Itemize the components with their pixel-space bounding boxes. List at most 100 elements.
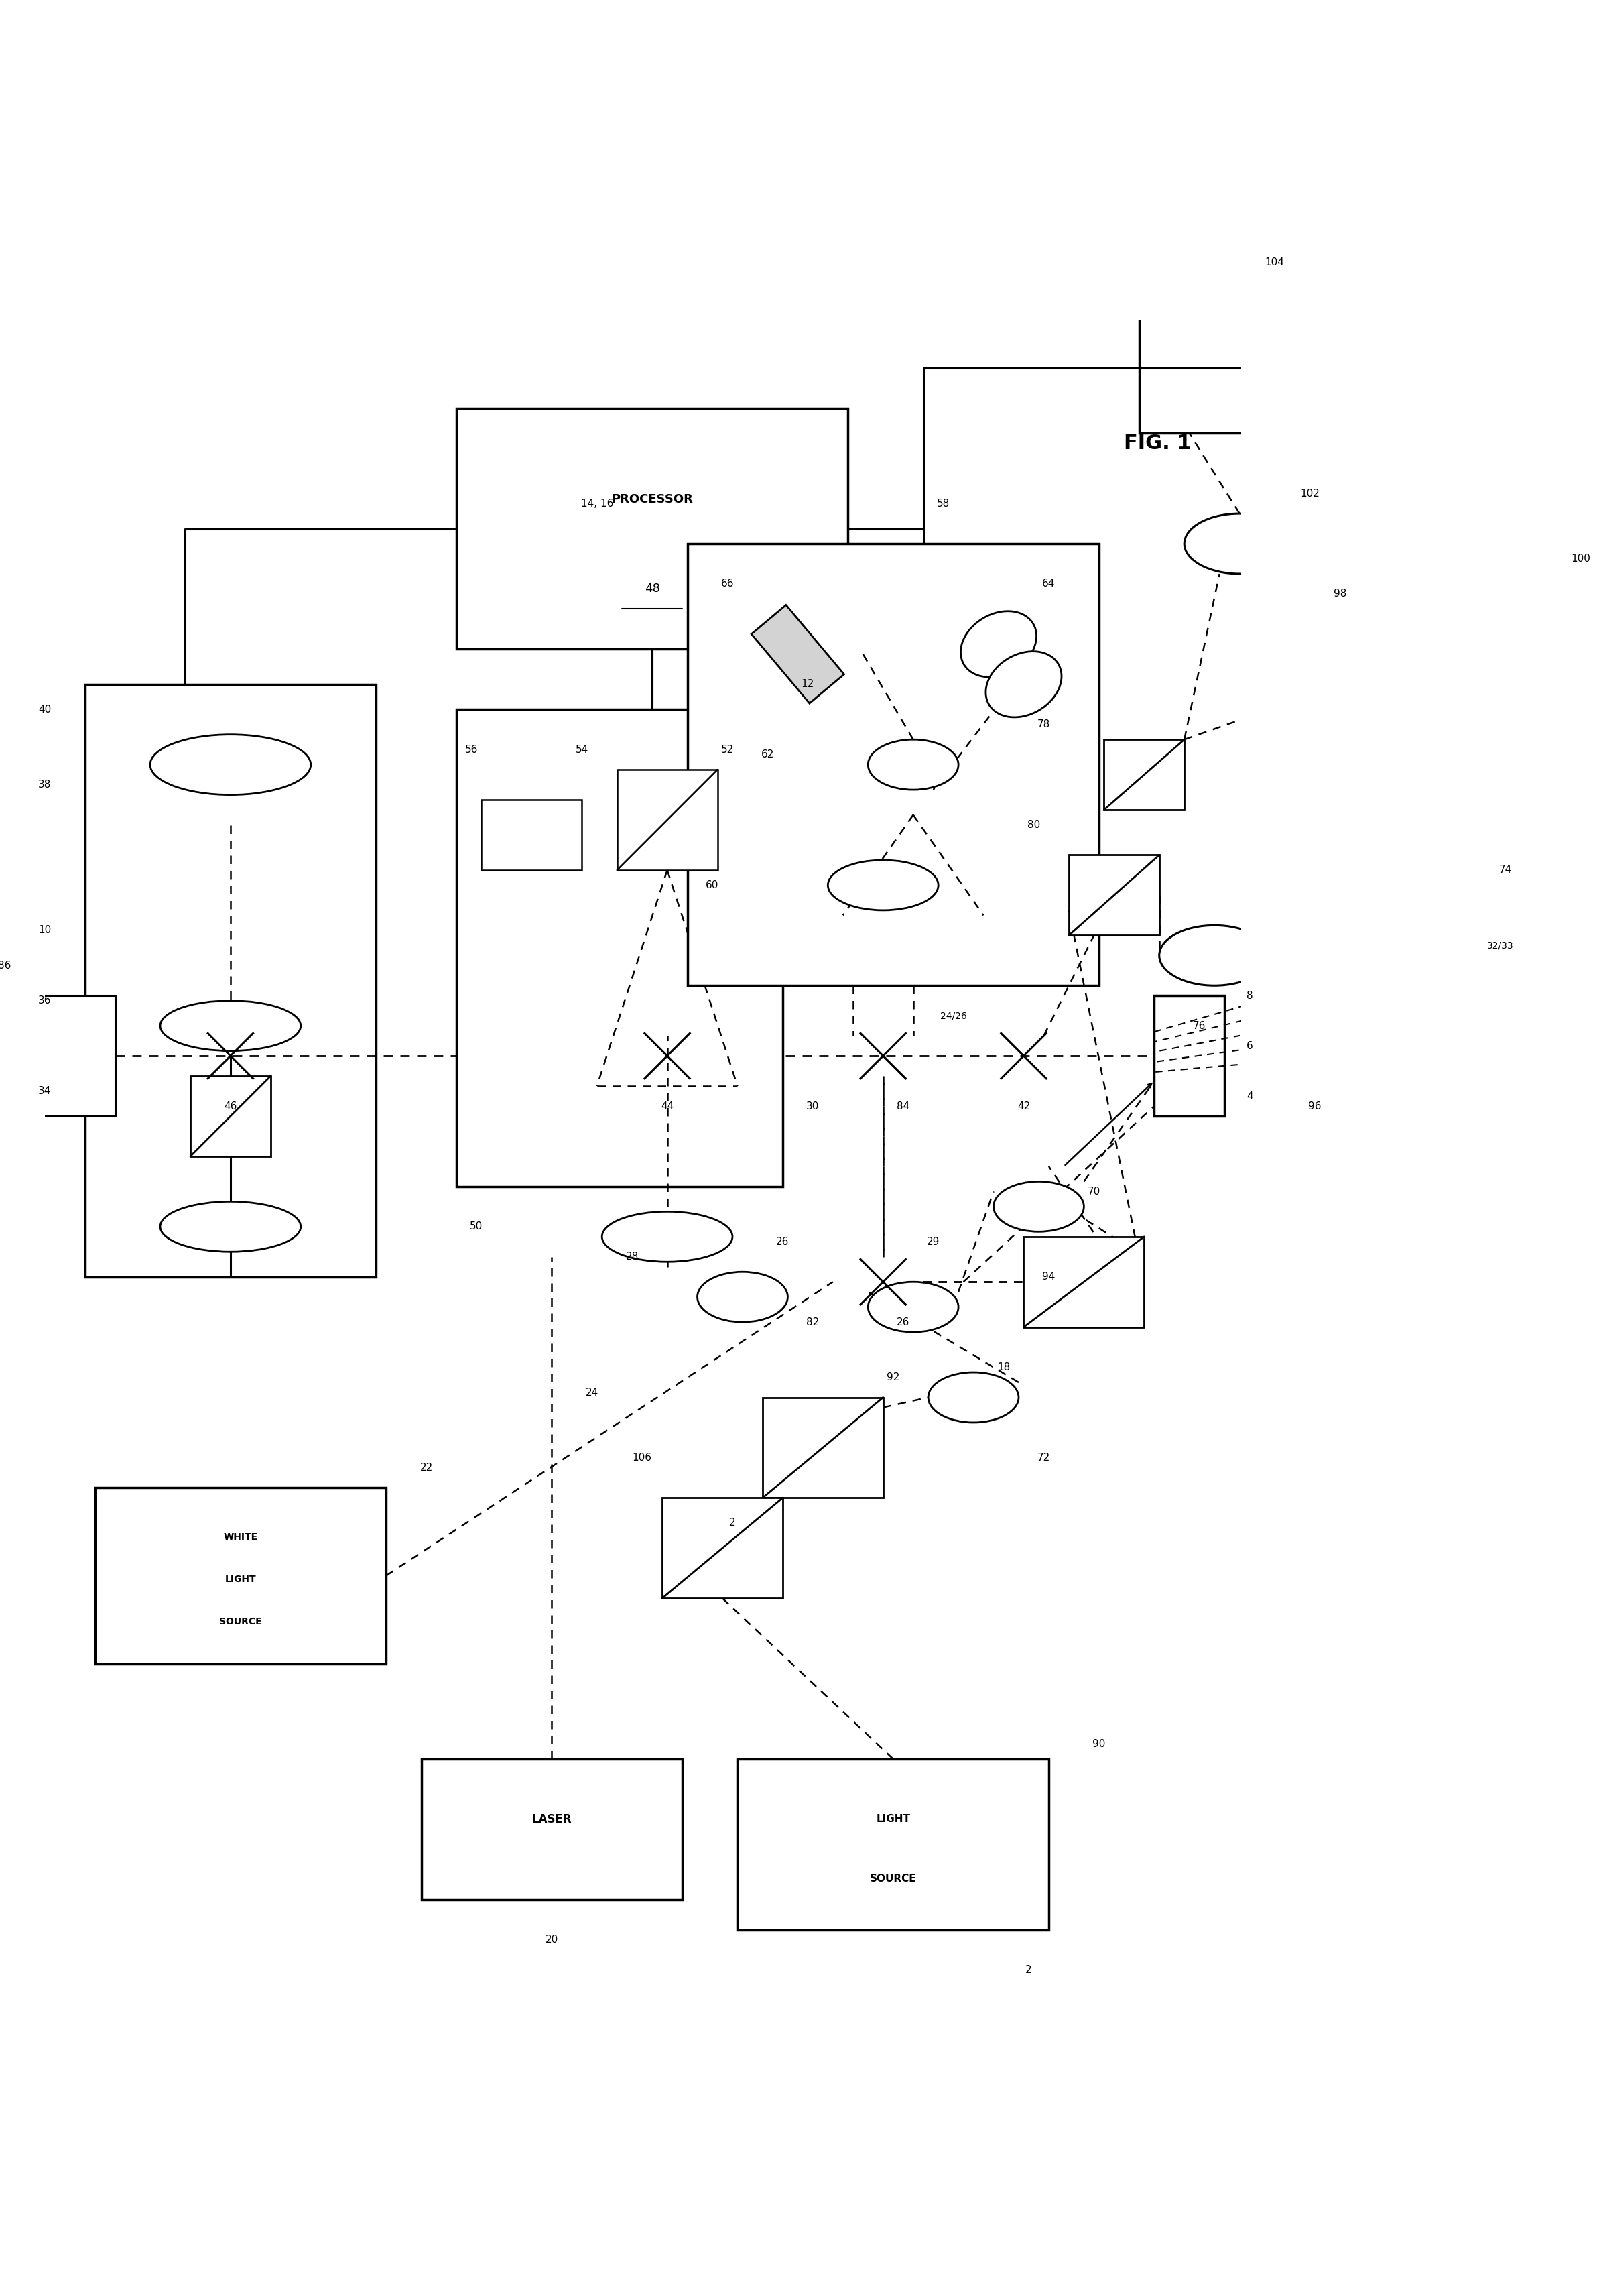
Text: 96: 96 — [1308, 1102, 1321, 1111]
Bar — [5, 996, 115, 1116]
Text: 22: 22 — [420, 1463, 433, 1472]
Text: 34: 34 — [38, 1086, 51, 1095]
Ellipse shape — [869, 1281, 958, 1332]
Text: LIGHT: LIGHT — [877, 1814, 910, 1823]
Text: 106: 106 — [632, 1453, 652, 1463]
Text: 30: 30 — [806, 1102, 819, 1111]
Text: 92: 92 — [886, 1373, 899, 1382]
Text: 44: 44 — [661, 1102, 674, 1111]
Ellipse shape — [160, 1201, 300, 1251]
Text: 12: 12 — [802, 680, 814, 689]
Text: 10: 10 — [38, 925, 51, 934]
Text: 36: 36 — [38, 996, 51, 1006]
Text: PROCESSOR: PROCESSOR — [612, 494, 693, 505]
Text: 29: 29 — [926, 1238, 939, 1247]
Text: 52: 52 — [720, 744, 735, 755]
Text: 42: 42 — [1017, 1102, 1030, 1111]
Ellipse shape — [160, 1001, 300, 1052]
Text: 40: 40 — [38, 705, 51, 714]
Ellipse shape — [827, 861, 939, 909]
Text: 2: 2 — [730, 1518, 736, 1527]
Text: 48: 48 — [645, 583, 660, 595]
Ellipse shape — [602, 1212, 733, 1263]
Text: 24/26: 24/26 — [941, 1010, 966, 1019]
Ellipse shape — [150, 735, 311, 794]
Ellipse shape — [869, 739, 958, 790]
Text: 18: 18 — [997, 1362, 1009, 1373]
Ellipse shape — [1389, 976, 1490, 1035]
Bar — [1068, 854, 1159, 934]
Text: 82: 82 — [806, 1318, 819, 1327]
Text: 100: 100 — [1571, 553, 1591, 565]
Bar — [1420, 583, 1530, 684]
Text: 102: 102 — [1300, 489, 1319, 498]
Text: 50: 50 — [470, 1221, 482, 1231]
Text: 20: 20 — [545, 1936, 559, 1945]
Bar — [422, 1759, 682, 1899]
Text: 80: 80 — [1027, 820, 1040, 829]
Text: 84: 84 — [898, 1102, 910, 1111]
Text: 24: 24 — [586, 1387, 599, 1398]
Bar — [763, 1398, 883, 1497]
Text: 94: 94 — [1043, 1272, 1056, 1281]
Text: 32/33: 32/33 — [1487, 941, 1514, 951]
Polygon shape — [752, 606, 845, 703]
Ellipse shape — [1255, 1010, 1354, 1061]
Text: FIG. 1: FIG. 1 — [1124, 434, 1191, 452]
Text: 56: 56 — [465, 744, 478, 755]
Bar — [738, 1759, 1049, 1929]
Text: 72: 72 — [1038, 1453, 1051, 1463]
Polygon shape — [1365, 912, 1464, 1010]
Text: 98: 98 — [1333, 588, 1346, 599]
Text: 62: 62 — [762, 748, 775, 760]
Bar — [85, 684, 375, 1277]
Text: 54: 54 — [575, 744, 588, 755]
Text: 58: 58 — [937, 498, 950, 507]
Text: 26: 26 — [776, 1238, 789, 1247]
Bar — [687, 544, 1099, 985]
Bar — [616, 769, 717, 870]
Text: LIGHT: LIGHT — [225, 1575, 256, 1584]
Text: 8: 8 — [1246, 990, 1252, 1001]
Text: 74: 74 — [1500, 866, 1512, 875]
Text: 2: 2 — [1025, 1965, 1032, 1975]
Bar — [190, 1077, 270, 1157]
Text: 76: 76 — [1193, 1022, 1206, 1031]
Text: 26: 26 — [896, 1318, 910, 1327]
Bar — [457, 709, 783, 1187]
Text: 46: 46 — [224, 1102, 236, 1111]
Text: 66: 66 — [720, 579, 735, 588]
Bar — [1024, 1238, 1143, 1327]
Ellipse shape — [1159, 925, 1270, 985]
Text: 38: 38 — [38, 781, 51, 790]
Text: 78: 78 — [1038, 719, 1051, 730]
Text: 60: 60 — [706, 879, 719, 891]
Bar — [457, 409, 848, 650]
Bar — [94, 1488, 386, 1665]
Text: 86: 86 — [0, 960, 11, 971]
Text: 4: 4 — [1246, 1091, 1252, 1102]
Ellipse shape — [698, 1272, 787, 1322]
Bar — [1155, 996, 1225, 1116]
Text: LASER: LASER — [532, 1814, 572, 1825]
Bar — [1270, 629, 1370, 719]
Text: 104: 104 — [1265, 257, 1284, 269]
Text: 90: 90 — [1092, 1738, 1105, 1750]
Text: 28: 28 — [626, 1251, 639, 1263]
Bar — [481, 799, 581, 870]
Text: 64: 64 — [1043, 579, 1056, 588]
Ellipse shape — [985, 652, 1062, 716]
Ellipse shape — [1185, 514, 1295, 574]
Text: 6: 6 — [1246, 1040, 1252, 1052]
Ellipse shape — [993, 1182, 1084, 1231]
Text: WHITE: WHITE — [224, 1531, 257, 1541]
Bar — [663, 1497, 783, 1598]
Ellipse shape — [961, 611, 1036, 677]
Bar — [1139, 303, 1330, 434]
Text: SOURCE: SOURCE — [870, 1874, 917, 1883]
Text: 70: 70 — [1088, 1187, 1100, 1196]
Text: 14, 16: 14, 16 — [581, 498, 613, 507]
Bar — [1104, 739, 1185, 810]
Ellipse shape — [928, 1373, 1019, 1424]
Text: SOURCE: SOURCE — [219, 1616, 262, 1626]
